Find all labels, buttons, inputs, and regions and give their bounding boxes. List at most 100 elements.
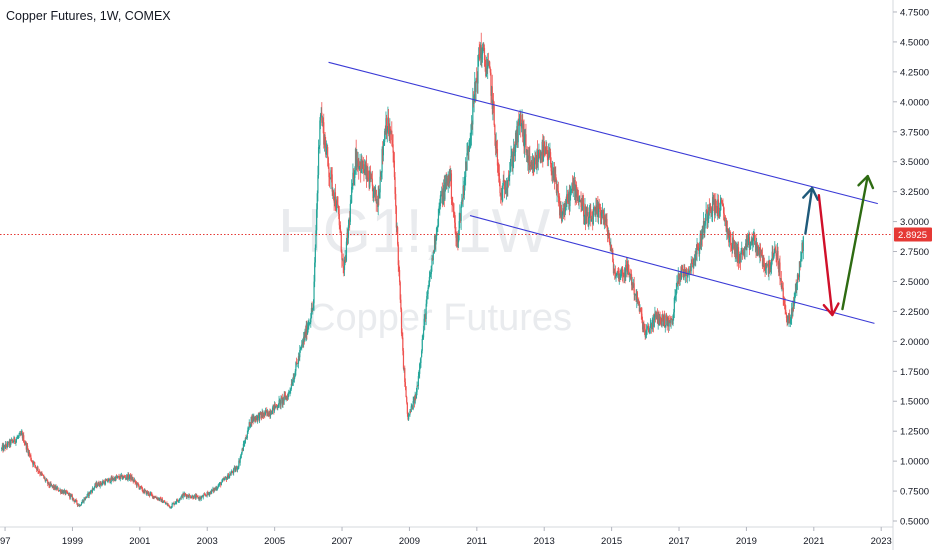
candle — [240, 453, 242, 460]
candle — [751, 232, 753, 246]
candle — [450, 169, 453, 206]
candle — [760, 249, 762, 258]
candle — [268, 410, 270, 417]
candle — [728, 227, 731, 248]
price-tick-label: 4.7500 — [900, 7, 929, 18]
candle — [428, 270, 430, 288]
candle — [561, 211, 563, 223]
candle — [382, 141, 384, 165]
candle — [446, 175, 449, 187]
candle — [568, 189, 570, 210]
candle — [34, 465, 36, 469]
candle — [140, 485, 142, 489]
candle — [435, 235, 437, 252]
candle — [416, 381, 418, 396]
candle — [515, 129, 517, 146]
candle — [265, 409, 267, 412]
candle — [496, 139, 499, 173]
candle — [282, 397, 284, 408]
candle — [18, 432, 20, 438]
candle — [556, 180, 558, 203]
candle — [30, 453, 32, 462]
candle — [290, 388, 292, 394]
candle — [798, 261, 801, 282]
candle — [480, 32, 482, 67]
trend-channel[interactable] — [328, 61, 878, 324]
candle — [545, 139, 547, 155]
candle — [191, 494, 193, 498]
candle — [672, 314, 674, 327]
candle — [6, 441, 9, 449]
candle — [409, 408, 412, 414]
projection-arrow[interactable] — [802, 186, 820, 235]
candle — [426, 290, 429, 300]
price-tick-label: 4.5000 — [900, 37, 929, 48]
candle — [172, 502, 175, 505]
candle — [798, 274, 800, 280]
candle — [643, 323, 646, 335]
candle — [599, 203, 602, 225]
watermark-symbol: HG1!, 1W — [278, 197, 551, 266]
candle — [384, 125, 386, 135]
candle — [319, 112, 322, 130]
candle — [154, 495, 156, 499]
candle — [487, 52, 489, 67]
projection-arrow[interactable] — [817, 194, 840, 317]
candle — [421, 335, 423, 354]
candle — [441, 186, 443, 204]
candle — [516, 122, 519, 149]
candle — [40, 471, 42, 477]
time-tick-label: 2009 — [399, 536, 420, 547]
candle — [756, 237, 758, 256]
candle — [293, 373, 295, 380]
candle — [752, 237, 754, 252]
candle — [636, 289, 638, 309]
candle — [535, 152, 537, 170]
time-axis[interactable]: 97 1999 2001 2003 2005 2007 2009 2011 2013 2015 20… — [0, 526, 893, 547]
candle — [246, 435, 248, 440]
candle — [357, 151, 359, 169]
candle — [260, 411, 263, 421]
candle — [661, 313, 663, 328]
candle — [664, 325, 666, 333]
candle — [42, 475, 44, 476]
candle — [758, 247, 760, 258]
candle — [352, 168, 355, 186]
candle — [588, 216, 590, 230]
candle — [382, 139, 384, 162]
candle — [124, 475, 126, 479]
price-axis[interactable]: 4.7500 4.5000 4.2500 4.0000 3.7500 3.5000 3.25… — [892, 0, 932, 550]
candle — [708, 198, 710, 216]
candle — [28, 450, 31, 458]
candle — [109, 481, 112, 484]
projection-arrows[interactable] — [802, 174, 875, 317]
candle — [409, 408, 411, 417]
candle — [360, 161, 362, 183]
candle — [689, 263, 692, 276]
candle — [297, 352, 300, 369]
candle — [433, 249, 435, 253]
channel-upper-line[interactable] — [328, 61, 878, 205]
candle — [560, 204, 563, 224]
candle — [603, 207, 605, 230]
candle — [483, 42, 485, 52]
candle — [63, 488, 66, 493]
projection-arrow[interactable] — [841, 174, 875, 311]
candle — [427, 285, 429, 300]
channel-lower-line[interactable] — [469, 215, 875, 324]
candle — [411, 404, 413, 408]
candle — [525, 123, 527, 156]
candle — [698, 243, 700, 257]
candle — [558, 195, 560, 204]
candle — [614, 268, 616, 280]
candle — [748, 232, 751, 256]
candle — [380, 170, 383, 183]
candle — [573, 175, 575, 191]
candle — [339, 225, 341, 234]
candle — [1, 443, 3, 451]
candle — [502, 174, 504, 190]
candle — [24, 440, 26, 446]
candle — [314, 244, 316, 268]
candle — [300, 346, 302, 350]
